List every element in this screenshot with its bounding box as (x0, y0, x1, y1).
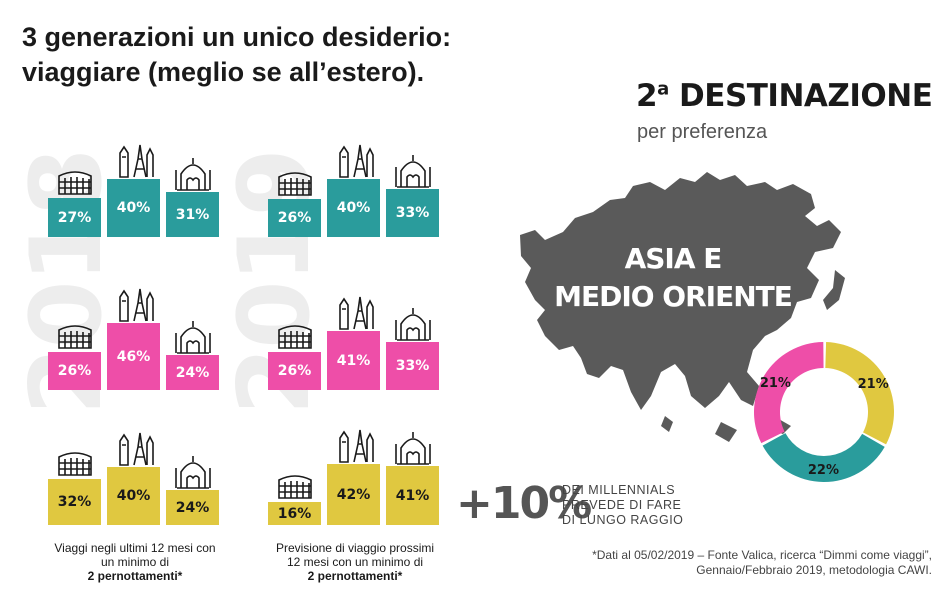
panel_2018-row0-bar0: 27% (48, 198, 101, 237)
caption-2019: Previsione di viaggio prossimi 12 mesi c… (250, 541, 460, 583)
bar-value-label: 40% (336, 200, 371, 216)
taj-mahal-icon (393, 302, 433, 347)
panel_2018-row2-bar1: 40% (107, 467, 160, 525)
bar-value-label: 40% (116, 200, 151, 216)
destination-heading: 2a DESTINAZIONE (636, 78, 933, 114)
panel_2018-row2-bar2: 24% (166, 490, 219, 525)
caption-2018: Viaggi negli ultimi 12 mesi con un minim… (30, 541, 240, 583)
destination-donut: 21% 22% 21% (754, 342, 894, 482)
panel_2018-row1-bar0: 26% (48, 352, 101, 390)
donut-label-1: 22% (808, 463, 839, 478)
millennials-line3: DI LUNGO RAGGIO (562, 513, 684, 527)
sri-lanka-shape (661, 416, 673, 432)
eiffel-big-ben-icon (114, 139, 154, 184)
bar-value-label: 46% (116, 348, 151, 365)
taj-mahal-icon (393, 149, 433, 194)
destination-name-line1: ASIA E (624, 242, 723, 275)
destination-name: ASIA E MEDIO ORIENTE (548, 240, 798, 316)
donut-label-2: 21% (760, 376, 791, 391)
bar-value-label: 26% (277, 210, 312, 226)
panel_2019-row1-bar0: 26% (268, 352, 321, 390)
panel_2018-row1-bar2: 24% (166, 355, 219, 390)
bar-value-label: 26% (277, 363, 312, 379)
taj-mahal-icon (173, 152, 213, 197)
page-title: 3 generazioni un unico desiderio: viaggi… (22, 20, 451, 90)
title-line-2: viaggiare (meglio se all’estero). (22, 57, 425, 87)
panel_2019-row0-bar1: 40% (327, 179, 380, 237)
panel_2018-row0-bar1: 40% (107, 179, 160, 237)
bar-value-label: 24% (175, 499, 210, 516)
caption-2019-line2: 12 mesi con un minimo di (286, 555, 424, 569)
eiffel-big-ben-icon (334, 424, 374, 469)
bar-value-label: 41% (336, 352, 371, 369)
japan-shape (823, 270, 845, 310)
panel_2018-row0-bar2: 31% (166, 192, 219, 237)
donut-slice-1 (762, 433, 885, 482)
destination-name-line2: MEDIO ORIENTE (554, 280, 793, 313)
asia-map-shape (520, 172, 841, 410)
caption-2019-bold: 2 pernottamenti* (307, 569, 403, 583)
caption-2018-line2: un minimo di (100, 555, 170, 569)
taj-mahal-icon (393, 426, 433, 471)
bar-value-label: 33% (395, 205, 430, 221)
colosseum-icon (275, 462, 315, 507)
colosseum-icon (275, 312, 315, 357)
destination-subheading: per preferenza (637, 121, 768, 143)
colosseum-icon (55, 312, 95, 357)
bar-value-label: 27% (57, 209, 92, 226)
panel_2018-row2-bar0: 32% (48, 479, 101, 525)
bar-value-label: 16% (277, 505, 312, 522)
destination-ordinal: a (657, 78, 669, 100)
colosseum-icon (55, 439, 95, 484)
panel_2019-row0-bar2: 33% (386, 189, 439, 237)
millennials-text: DEI MILLENNIALS PREVEDE DI FARE DI LUNGO… (562, 483, 683, 528)
caption-2019-line1: Previsione di viaggio prossimi (275, 541, 435, 555)
island-shape-2 (715, 422, 737, 442)
caption-2018-line1: Viaggi negli ultimi 12 mesi con (54, 541, 216, 555)
footnote-line1: *Dati al 05/02/2019 – Fonte Valica, rice… (592, 548, 932, 562)
bar-value-label: 40% (116, 488, 151, 504)
donut-slice-0 (825, 342, 894, 445)
taj-mahal-icon (173, 315, 213, 360)
colosseum-icon (55, 158, 95, 203)
footnote-line2: Gennaio/Febbraio 2019, metodologia CAWI. (696, 563, 932, 577)
destination-rank: 2 (636, 78, 658, 114)
bar-value-label: 42% (336, 486, 371, 503)
eiffel-big-ben-icon (114, 283, 154, 328)
destination-heading-text: DESTINAZIONE (679, 78, 933, 114)
bar-value-label: 41% (395, 487, 430, 504)
panel_2019-row2-bar1: 42% (327, 464, 380, 525)
panel_2019-row2-bar2: 41% (386, 466, 439, 525)
footnote: *Dati al 05/02/2019 – Fonte Valica, rice… (592, 548, 932, 578)
eiffel-big-ben-icon (334, 291, 374, 336)
title-line-1: 3 generazioni un unico desiderio: (22, 22, 452, 52)
bar-value-label: 24% (175, 364, 210, 381)
panel_2019-row1-bar1: 41% (327, 331, 380, 390)
colosseum-icon (275, 159, 315, 204)
donut-slice-2 (754, 342, 824, 444)
eiffel-big-ben-icon (114, 427, 154, 472)
bar-value-label: 31% (175, 206, 210, 223)
bar-value-label: 26% (57, 363, 92, 379)
millennials-line1: DEI MILLENNIALS (562, 483, 676, 497)
panel_2019-row1-bar2: 33% (386, 342, 439, 390)
millennials-stat: +10% (456, 478, 592, 529)
panel_2018-row1-bar1: 46% (107, 323, 160, 390)
caption-2018-bold: 2 pernottamenti* (87, 569, 183, 583)
eiffel-big-ben-icon (334, 139, 374, 184)
panel_2019-row0-bar0: 26% (268, 199, 321, 237)
donut-label-0: 21% (858, 377, 889, 392)
taj-mahal-icon (173, 450, 213, 495)
panel_2019-row2-bar0: 16% (268, 502, 321, 525)
millennials-line2: PREVEDE DI FARE (562, 498, 682, 512)
bar-value-label: 32% (57, 494, 92, 510)
bar-value-label: 33% (395, 358, 430, 374)
